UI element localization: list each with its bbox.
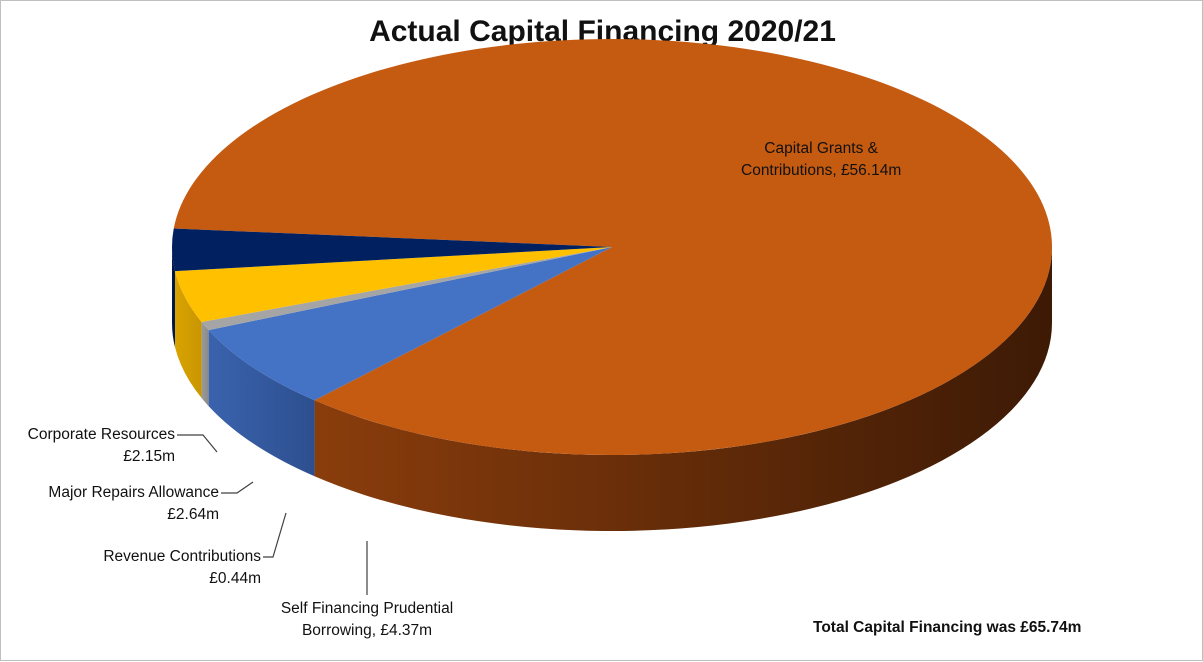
leader-line-major-repairs xyxy=(221,481,254,494)
pie-slice-revenue-contributions[interactable] xyxy=(201,247,612,331)
total-footnote: Total Capital Financing was £65.74m xyxy=(813,619,1082,636)
label-self-financing: Self Financing Prudential Borrowing, £4.… xyxy=(280,600,454,639)
label-corporate-resources: Corporate Resources £2.15m xyxy=(27,426,175,465)
pie-slice-capital-grants[interactable] xyxy=(173,39,1052,456)
pie-slice-corporate-resources[interactable] xyxy=(172,228,612,272)
label-capital-grants: Capital Grants & Contributions, £56.14m xyxy=(741,140,902,179)
pie-side-corporate-resources xyxy=(172,247,175,348)
pie-side-major-repairs xyxy=(174,271,202,398)
leader-line-revenue-contributions xyxy=(263,512,287,558)
label-revenue-contributions: Revenue Contributions £0.44m xyxy=(103,548,261,587)
leader-line-corporate-resources xyxy=(177,434,218,453)
pie-side-revenue-contributions xyxy=(201,321,209,407)
pie-side-capital-grants xyxy=(314,247,1052,531)
pie-side-self-financing xyxy=(208,330,315,477)
label-major-repairs: Major Repairs Allowance £2.64m xyxy=(48,484,219,523)
pie-slice-major-repairs[interactable] xyxy=(174,247,612,322)
pie-slice-self-financing[interactable] xyxy=(208,247,612,401)
